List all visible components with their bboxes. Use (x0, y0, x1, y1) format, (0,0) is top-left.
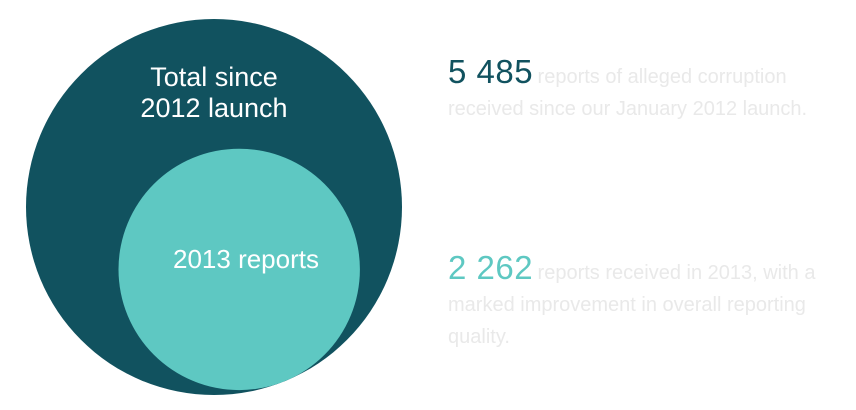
inner-circle-label: 2013 reports (173, 244, 319, 274)
stat-total: 5 485 reports of alleged corruption rece… (448, 53, 848, 126)
stat-2013-text: reports received in 2013, with a marked … (448, 262, 816, 348)
outer-circle-label-line1: Total since (150, 62, 278, 92)
stat-total-text: reports of alleged corruption received s… (448, 66, 808, 120)
nested-circles-chart: Total since 2012 launch 2013 reports (26, 19, 402, 395)
stat-2013: 2 262 reports received in 2013, with a m… (448, 249, 848, 354)
inner-circle-2013 (118, 148, 360, 391)
stat-total-number: 5 485 (448, 53, 534, 90)
stat-2013-number: 2 262 (448, 249, 534, 286)
outer-circle-label-line2: 2012 launch (140, 93, 287, 123)
